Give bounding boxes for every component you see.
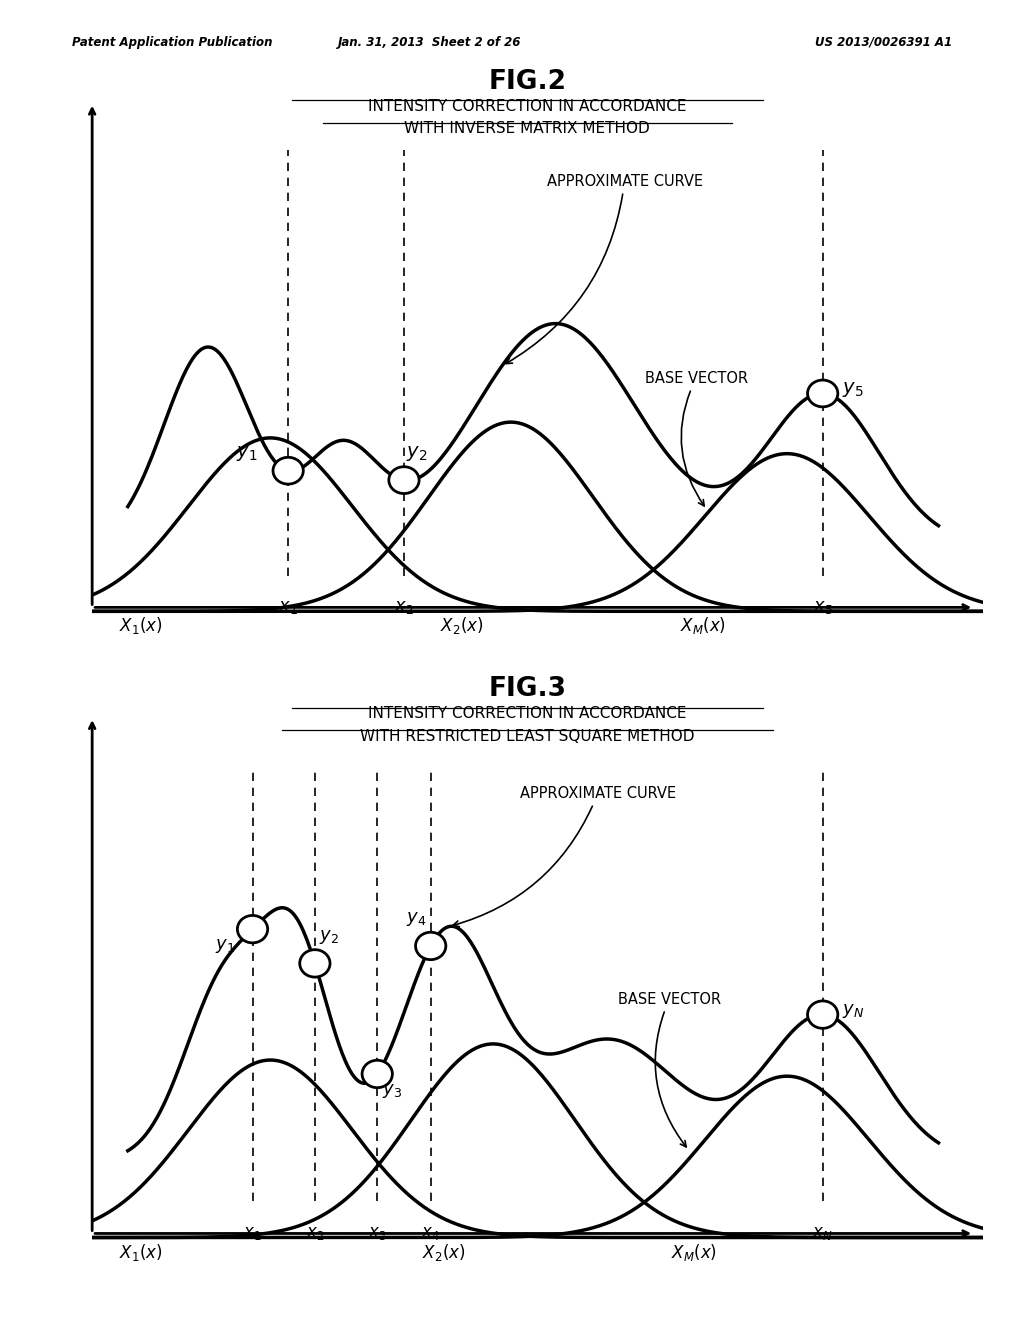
Circle shape xyxy=(416,932,445,960)
Text: BASE VECTOR: BASE VECTOR xyxy=(644,371,748,506)
Circle shape xyxy=(808,380,838,407)
Text: INTENSITY CORRECTION IN ACCORDANCE: INTENSITY CORRECTION IN ACCORDANCE xyxy=(368,706,687,721)
Circle shape xyxy=(273,457,303,484)
Circle shape xyxy=(808,1001,838,1028)
Text: $X_M(x)$: $X_M(x)$ xyxy=(680,615,726,636)
Text: $X_2(x)$: $X_2(x)$ xyxy=(439,615,483,636)
Text: WITH INVERSE MATRIX METHOD: WITH INVERSE MATRIX METHOD xyxy=(404,121,650,136)
Circle shape xyxy=(238,916,267,942)
Text: $y_1$: $y_1$ xyxy=(236,444,257,463)
Text: $X_M(x)$: $X_M(x)$ xyxy=(672,1242,717,1263)
Text: APPROXIMATE CURVE: APPROXIMATE CURVE xyxy=(506,174,702,363)
Text: $y_2$: $y_2$ xyxy=(319,928,339,945)
Text: Jan. 31, 2013  Sheet 2 of 26: Jan. 31, 2013 Sheet 2 of 26 xyxy=(338,36,522,49)
Text: $y_1$: $y_1$ xyxy=(215,937,234,956)
Text: $y_4$: $y_4$ xyxy=(406,911,426,928)
Text: $X_1(x)$: $X_1(x)$ xyxy=(119,1242,162,1263)
Text: $y_N$: $y_N$ xyxy=(843,1002,864,1019)
Text: $x_N$: $x_N$ xyxy=(812,1225,833,1242)
Text: Patent Application Publication: Patent Application Publication xyxy=(72,36,272,49)
Text: $x_5$: $x_5$ xyxy=(813,598,833,616)
Text: $X_2(x)$: $X_2(x)$ xyxy=(422,1242,465,1263)
Text: $y_2$: $y_2$ xyxy=(406,444,427,463)
Circle shape xyxy=(389,467,419,494)
Text: $y_3$: $y_3$ xyxy=(382,1082,401,1100)
Text: FIG.3: FIG.3 xyxy=(488,676,566,702)
Text: $x_2$: $x_2$ xyxy=(394,598,414,616)
Circle shape xyxy=(362,1060,392,1088)
Text: $x_1$: $x_1$ xyxy=(243,1225,262,1242)
Text: INTENSITY CORRECTION IN ACCORDANCE: INTENSITY CORRECTION IN ACCORDANCE xyxy=(368,99,687,114)
Text: BASE VECTOR: BASE VECTOR xyxy=(617,991,721,1147)
Text: WITH RESTRICTED LEAST SQUARE METHOD: WITH RESTRICTED LEAST SQUARE METHOD xyxy=(360,729,694,743)
Text: $x_3$: $x_3$ xyxy=(368,1225,387,1242)
Text: $y_5$: $y_5$ xyxy=(843,380,864,399)
Text: $x_1$: $x_1$ xyxy=(279,598,298,616)
Text: $x_2$: $x_2$ xyxy=(305,1225,325,1242)
Text: US 2013/0026391 A1: US 2013/0026391 A1 xyxy=(815,36,952,49)
Text: $X_1(x)$: $X_1(x)$ xyxy=(119,615,162,636)
Text: FIG.2: FIG.2 xyxy=(488,69,566,95)
Text: $x_4$: $x_4$ xyxy=(421,1225,440,1242)
Circle shape xyxy=(300,949,330,977)
Text: APPROXIMATE CURVE: APPROXIMATE CURVE xyxy=(453,785,676,927)
